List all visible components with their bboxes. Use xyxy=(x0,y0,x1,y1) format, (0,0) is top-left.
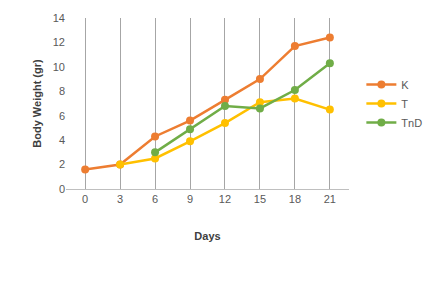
svg-text:21: 21 xyxy=(324,193,336,205)
svg-text:3: 3 xyxy=(117,193,123,205)
svg-text:14: 14 xyxy=(53,12,65,24)
svg-text:6: 6 xyxy=(59,110,65,122)
svg-text:0: 0 xyxy=(59,183,65,195)
svg-text:15: 15 xyxy=(254,193,266,205)
svg-text:Days: Days xyxy=(194,230,220,242)
svg-text:K: K xyxy=(401,79,409,91)
svg-text:4: 4 xyxy=(59,134,65,146)
svg-text:0: 0 xyxy=(82,193,88,205)
svg-text:10: 10 xyxy=(53,61,65,73)
svg-text:8: 8 xyxy=(59,85,65,97)
svg-text:TnD: TnD xyxy=(401,117,422,129)
svg-text:9: 9 xyxy=(187,193,193,205)
svg-text:12: 12 xyxy=(53,36,65,48)
svg-text:Body Weight (gr): Body Weight (gr) xyxy=(31,59,43,148)
svg-text:12: 12 xyxy=(219,193,231,205)
svg-text:18: 18 xyxy=(289,193,301,205)
svg-text:T: T xyxy=(401,98,408,110)
svg-text:6: 6 xyxy=(152,193,158,205)
svg-text:2: 2 xyxy=(59,158,65,170)
